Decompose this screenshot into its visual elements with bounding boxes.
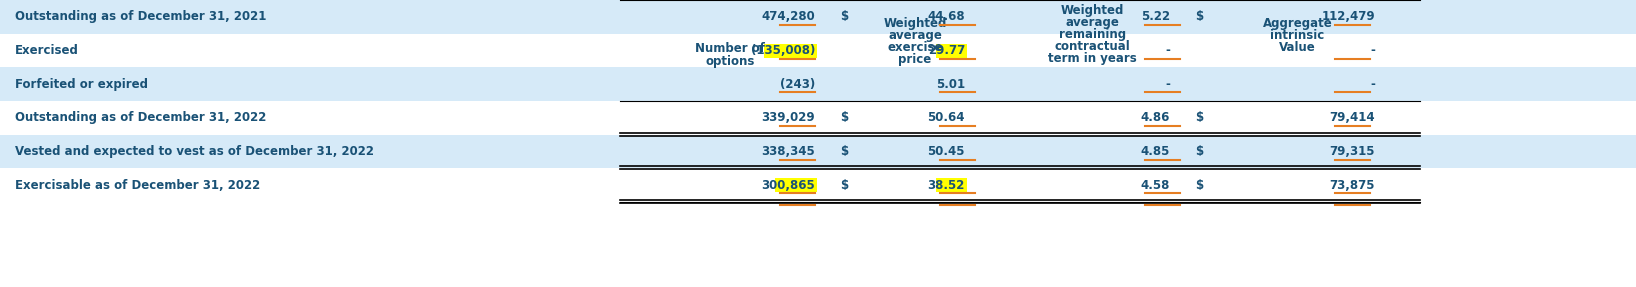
Text: 112,479: 112,479 [1322,10,1374,23]
Text: contractual: contractual [1055,40,1130,53]
Text: 79,315: 79,315 [1330,145,1374,158]
Text: 73,875: 73,875 [1330,179,1374,192]
FancyBboxPatch shape [0,67,1636,101]
Text: -: - [1165,78,1170,91]
Text: -: - [1165,44,1170,57]
Text: exercise: exercise [887,41,942,54]
Text: Outstanding as of December 31, 2021: Outstanding as of December 31, 2021 [15,10,267,23]
Text: average: average [1065,16,1119,29]
Text: 4.58: 4.58 [1140,179,1170,192]
Text: intrinsic: intrinsic [1271,29,1325,42]
FancyBboxPatch shape [0,0,1636,34]
Text: 474,280: 474,280 [761,10,815,23]
Text: -: - [1369,78,1374,91]
FancyBboxPatch shape [0,135,1636,168]
Text: $: $ [1194,10,1202,23]
Text: $: $ [839,179,847,192]
Text: 4.86: 4.86 [1140,111,1170,124]
FancyBboxPatch shape [936,178,967,192]
Text: Number of: Number of [695,42,766,55]
FancyBboxPatch shape [0,168,1636,202]
Text: remaining: remaining [1058,28,1126,41]
Text: term in years: term in years [1049,52,1137,65]
Text: 4.85: 4.85 [1140,145,1170,158]
Text: 50.64: 50.64 [928,111,965,124]
Text: Weighted: Weighted [883,17,947,30]
Text: 44.68: 44.68 [928,10,965,23]
Text: Aggregate: Aggregate [1263,17,1332,30]
Text: Value: Value [1279,41,1315,54]
Text: $: $ [1194,111,1202,124]
Text: (135,008): (135,008) [751,44,815,57]
Text: Outstanding as of December 31, 2022: Outstanding as of December 31, 2022 [15,111,267,124]
Text: Forfeited or expired: Forfeited or expired [15,78,147,91]
Text: options: options [705,55,754,68]
Text: 5.01: 5.01 [936,78,965,91]
Text: $: $ [1194,145,1202,158]
Text: 79,414: 79,414 [1330,111,1374,124]
Text: (243): (243) [780,78,815,91]
Text: average: average [888,29,942,42]
Text: -: - [1369,44,1374,57]
Text: Weighted: Weighted [1060,4,1124,17]
Text: 50.45: 50.45 [928,145,965,158]
Text: $: $ [1194,179,1202,192]
FancyBboxPatch shape [774,178,816,192]
Text: $: $ [839,111,847,124]
FancyBboxPatch shape [0,34,1636,67]
Text: 300,865: 300,865 [761,179,815,192]
Text: Exercised: Exercised [15,44,79,57]
Text: 5.22: 5.22 [1140,10,1170,23]
Text: 29.77: 29.77 [928,44,965,57]
FancyBboxPatch shape [936,44,967,57]
Text: Exercisable as of December 31, 2022: Exercisable as of December 31, 2022 [15,179,260,192]
Text: $: $ [839,10,847,23]
Text: 339,029: 339,029 [761,111,815,124]
Text: Vested and expected to vest as of December 31, 2022: Vested and expected to vest as of Decemb… [15,145,375,158]
FancyBboxPatch shape [0,101,1636,135]
Text: 338,345: 338,345 [761,145,815,158]
Text: $: $ [839,145,847,158]
Text: 38.52: 38.52 [928,179,965,192]
FancyBboxPatch shape [764,44,816,57]
Text: price: price [898,53,931,66]
